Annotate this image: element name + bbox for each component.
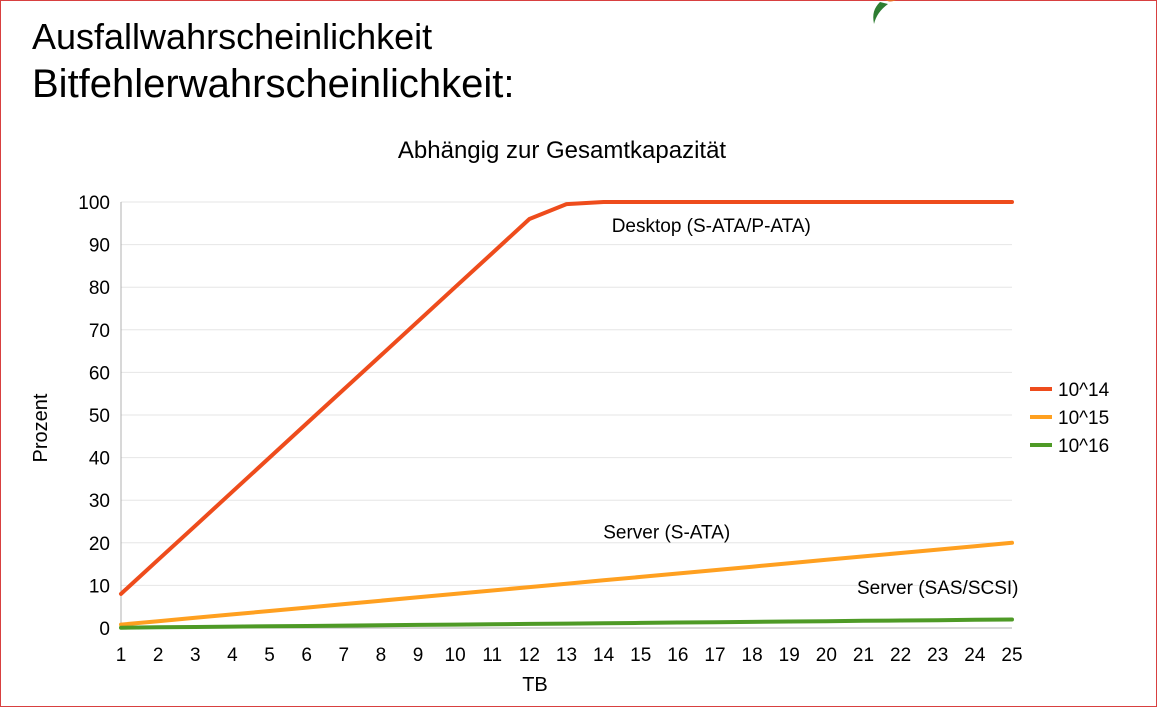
x-tick-label: 21	[853, 645, 874, 666]
x-tick-label: 19	[779, 645, 800, 666]
x-tick-label: 3	[190, 645, 201, 666]
series-lines	[119, 200, 1014, 630]
x-tick-label: 8	[376, 645, 387, 666]
x-tick-label: 13	[556, 645, 577, 666]
x-tick-label: 23	[927, 645, 948, 666]
gridlines	[121, 201, 1012, 586]
y-tick-label: 20	[89, 534, 110, 555]
annotation-label: Server (S-ATA)	[603, 523, 730, 544]
x-axis-label: TB	[522, 674, 548, 696]
x-tick-label: 6	[301, 645, 312, 666]
logo-leaf-icon	[873, 0, 896, 24]
legend-label: 10^14	[1058, 380, 1110, 401]
series-line-3	[119, 617, 1014, 630]
x-tick-labels: 1 2 3 4 5 6 7 8 9 10 11 12 13 14 15 16 17 18 19 20 21 22 23 24 2…	[116, 645, 1023, 666]
x-tick-label: 12	[519, 645, 540, 666]
annotation-label: Desktop (S-ATA/P-ATA)	[612, 216, 811, 237]
chart-title: Abhängig zur Gesamtkapazität	[398, 137, 727, 164]
y-tick-label: 0	[99, 619, 110, 640]
slide-title-line2: Bitfehlerwahrscheinlichkeit:	[32, 62, 515, 106]
y-tick-label: 100	[78, 193, 110, 214]
x-tick-label: 11	[482, 645, 502, 666]
y-tick-label: 30	[89, 491, 110, 512]
y-tick-labels: 0 10 20 30 40 50 60 70 80 90 100	[78, 193, 110, 640]
x-tick-label: 5	[264, 645, 275, 666]
slide-title-line1: Ausfallwahrscheinlichkeit	[32, 16, 433, 57]
x-tick-label: 16	[667, 645, 688, 666]
x-tick-label: 17	[704, 645, 725, 666]
x-tick-label: 22	[890, 645, 911, 666]
y-tick-label: 40	[89, 449, 110, 470]
x-tick-label: 18	[742, 645, 763, 666]
x-tick-label: 1	[116, 645, 127, 666]
x-tick-label: 7	[338, 645, 349, 666]
x-tick-label: 10	[445, 645, 466, 666]
x-tick-label: 20	[816, 645, 837, 666]
legend-label: 10^15	[1058, 408, 1109, 429]
legend: 10^14 10^15 10^16	[1030, 380, 1110, 457]
y-tick-label: 60	[89, 363, 110, 384]
x-tick-label: 2	[153, 645, 164, 666]
x-tick-label: 4	[227, 645, 238, 666]
annotations: Desktop (S-ATA/P-ATA) Server (S-ATA) Serve…	[603, 216, 1018, 599]
x-tick-label: 24	[964, 645, 986, 666]
x-tick-label: 15	[630, 645, 651, 666]
x-tick-label: 9	[413, 645, 424, 666]
series-line-2	[119, 540, 1014, 627]
x-tick-label: 14	[593, 645, 615, 666]
annotation-label: Server (SAS/SCSI)	[857, 578, 1019, 599]
y-tick-label: 50	[89, 406, 110, 427]
y-tick-label: 70	[89, 321, 110, 342]
y-tick-label: 90	[89, 236, 110, 257]
legend-label: 10^16	[1058, 436, 1109, 457]
y-tick-label: 10	[89, 576, 110, 597]
x-tick-label: 25	[1001, 645, 1022, 666]
y-axis-label: Prozent	[30, 393, 52, 462]
series-line-1	[119, 200, 1014, 596]
y-tick-label: 80	[89, 278, 110, 299]
